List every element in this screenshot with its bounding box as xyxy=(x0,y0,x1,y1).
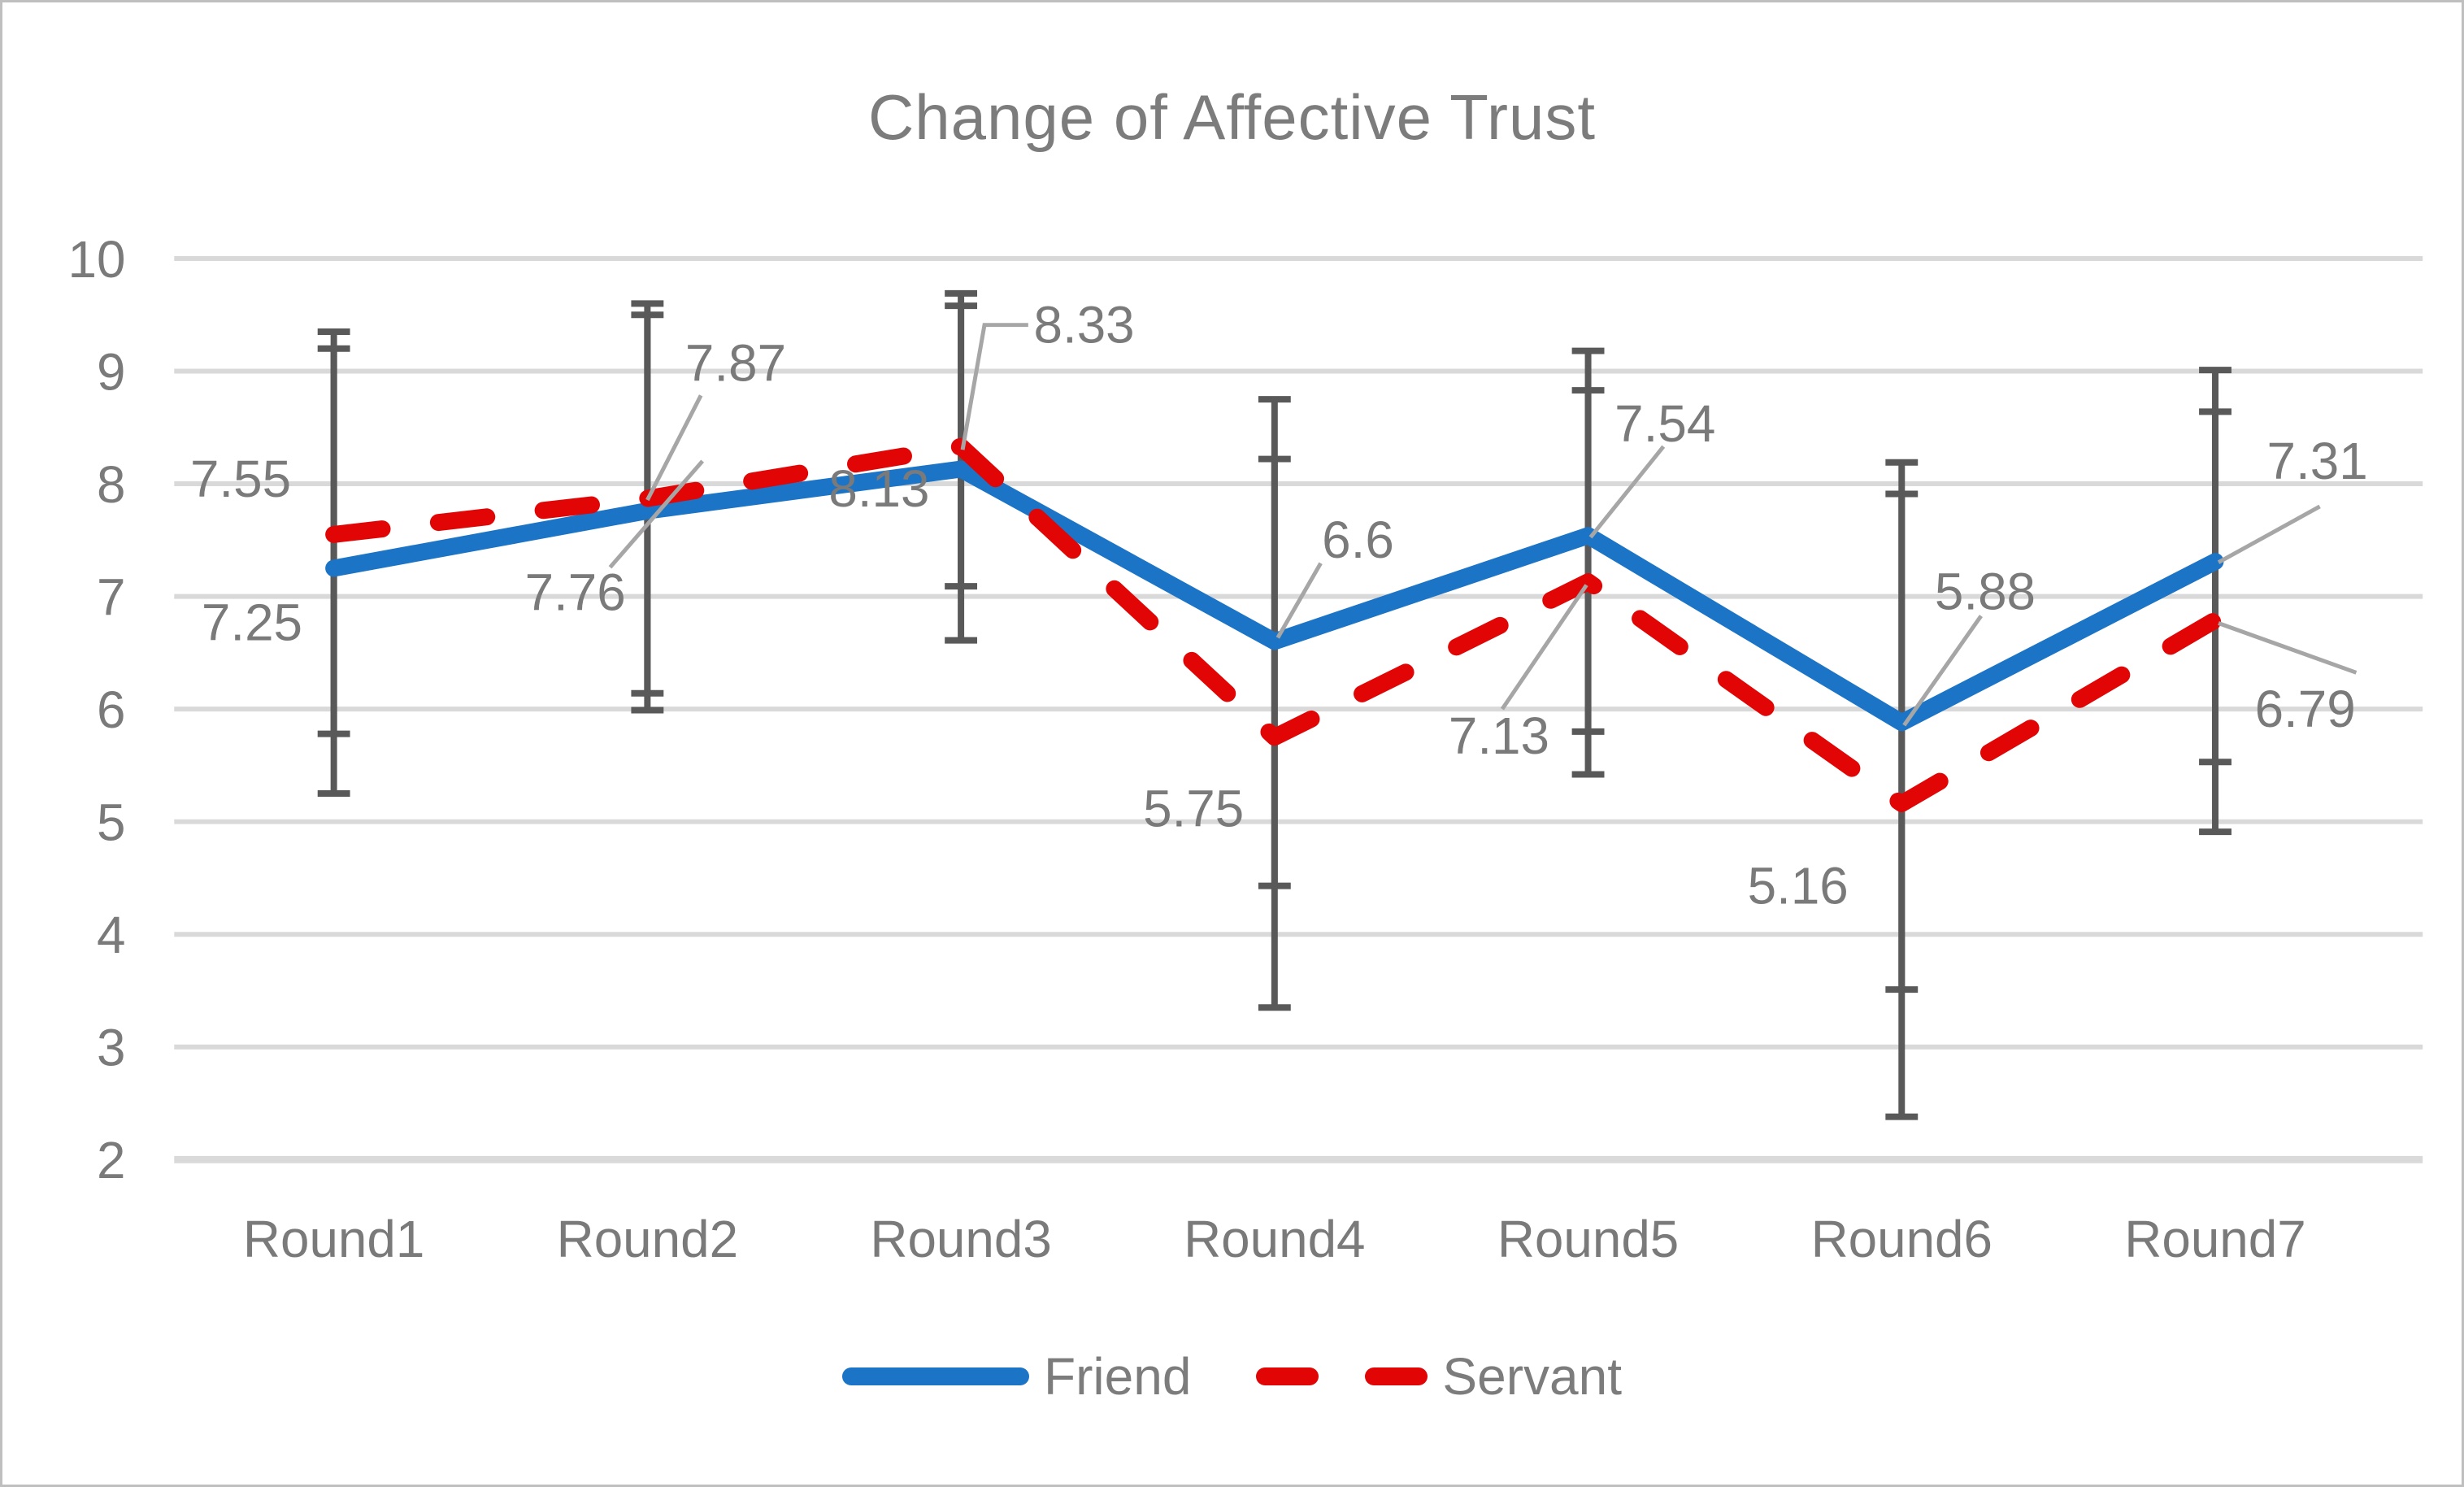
leader-line xyxy=(1275,562,1323,639)
leader-line xyxy=(1588,445,1666,539)
x-axis-label-round5: Round5 xyxy=(1497,1210,1679,1268)
x-axis-labels: Round1 Round2 Round3 Round4 Round5 Round6 Roun… xyxy=(243,1210,2306,1268)
data-label-servant-round7: 6.79 xyxy=(2255,680,2356,738)
y-axis-tick-label: 4 xyxy=(97,906,125,964)
legend-label-friend: Friend xyxy=(1044,1347,1192,1406)
leader-line xyxy=(2218,621,2358,675)
x-axis-label-round7: Round7 xyxy=(2124,1210,2305,1268)
leader-line xyxy=(1500,584,1588,711)
data-label-friend-round5: 7.54 xyxy=(1614,394,1715,453)
y-axis-tick-label: 3 xyxy=(97,1019,125,1077)
data-label-friend-round3: 8.13 xyxy=(828,459,929,518)
legend-label-servant: Servant xyxy=(1442,1347,1622,1406)
data-label-friend-round1: 7.25 xyxy=(202,593,302,651)
data-label-servant-round3: 8.33 xyxy=(1034,296,1135,354)
legend: Friend Servant xyxy=(2,1340,2462,1413)
series-line-friend xyxy=(325,460,2224,732)
legend-item-servant: Servant xyxy=(1256,1346,1622,1407)
y-axis-tick-label: 7 xyxy=(97,568,125,627)
leader-line xyxy=(2217,504,2321,564)
data-label-servant-round4: 5.75 xyxy=(1143,780,1244,838)
y-axis-tick-label: 10 xyxy=(68,230,126,289)
x-axis-label-round4: Round4 xyxy=(1184,1210,1365,1268)
label-leader-lines xyxy=(608,323,2358,727)
y-axis-tick-label: 9 xyxy=(97,342,125,401)
y-axis-tick-label: 2 xyxy=(97,1131,125,1189)
data-labels: 7.25 7.76 8.13 6.6 7.54 5.88 7.31 7.55 7.87 8.33 5… xyxy=(190,296,2368,915)
chart-title: Change of Affective Trust xyxy=(867,81,1597,153)
leader-line xyxy=(1902,615,1984,727)
leader-line xyxy=(960,323,1028,450)
data-label-servant-round2: 7.87 xyxy=(685,333,786,392)
y-axis-tick-label: 6 xyxy=(97,680,125,739)
leader-line xyxy=(608,459,705,569)
x-axis-label-round3: Round3 xyxy=(870,1210,1051,1268)
servant-line-sample xyxy=(1256,1367,1428,1385)
friend-line-sample xyxy=(842,1367,1030,1385)
gridlines xyxy=(174,255,2423,1163)
x-axis-label-round6: Round6 xyxy=(1811,1210,1992,1268)
legend-item-friend: Friend xyxy=(842,1346,1191,1407)
data-label-friend-round6: 5.88 xyxy=(1935,563,2036,621)
y-axis-labels: 10 9 8 7 6 5 4 3 2 xyxy=(68,230,126,1189)
y-axis-tick-label: 5 xyxy=(97,794,125,852)
y-axis-tick-label: 8 xyxy=(97,455,125,514)
x-axis-label-round1: Round1 xyxy=(243,1210,424,1268)
data-label-servant-round6: 5.16 xyxy=(1748,856,1849,915)
data-label-friend-round4: 6.6 xyxy=(1322,511,1394,569)
data-label-servant-round5: 7.13 xyxy=(1449,707,1549,765)
data-label-friend-round7: 7.31 xyxy=(2267,432,2368,490)
x-axis-label-round2: Round2 xyxy=(557,1210,738,1268)
leader-line xyxy=(645,394,703,502)
data-label-friend-round2: 7.76 xyxy=(525,563,626,622)
data-label-servant-round1: 7.55 xyxy=(190,450,291,508)
